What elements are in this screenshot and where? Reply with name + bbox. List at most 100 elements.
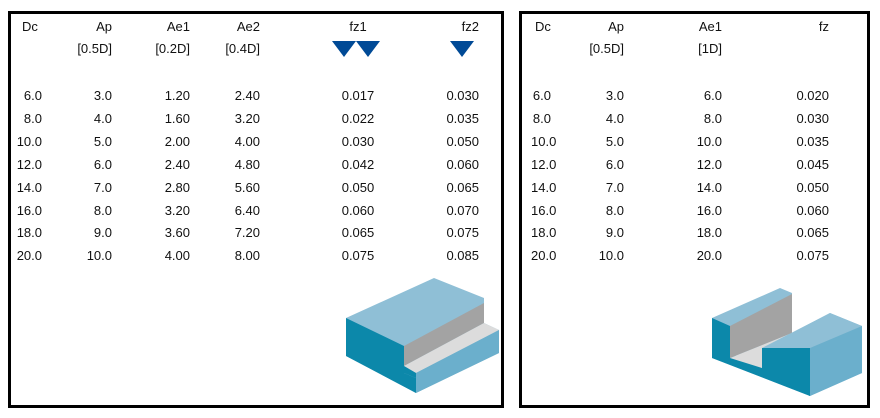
table-cell: 4.80 [234, 156, 260, 172]
table-cell: 20.0 [531, 248, 557, 264]
table-cell: 7.0 [93, 179, 112, 195]
table-cell: 20.0 [696, 248, 722, 264]
column-header: fz [818, 19, 829, 34]
table-cell: 4.0 [605, 110, 624, 126]
table-cell: 12.0 [696, 156, 722, 172]
table-cell: 4.00 [164, 248, 190, 264]
table-cell: 0.020 [796, 88, 829, 103]
table-cell: 3.20 [234, 110, 260, 126]
table-cell: 2.80 [164, 179, 190, 195]
table-cell: 0.035 [796, 133, 829, 149]
table-cell: 12.0 [16, 156, 42, 172]
table-cell: 0.042 [341, 156, 375, 172]
shoulder-milling-illustration [346, 278, 499, 393]
table-cell: 0.075 [796, 248, 829, 264]
table-cell: 14.0 [531, 179, 557, 195]
table-cell: 0.045 [796, 156, 829, 172]
table-cell: 6.0 [605, 156, 624, 172]
table-cell: 0.070 [446, 202, 479, 218]
table-cell: 9.0 [93, 225, 112, 241]
table-cell: 7.0 [605, 179, 624, 195]
table-cell: 6.40 [234, 202, 260, 218]
slot-milling-illustration [712, 288, 862, 396]
table-cell: 6.0 [703, 88, 722, 103]
table-cell: 8.0 [23, 110, 42, 126]
table-cell: 10.0 [696, 133, 722, 149]
table-cell: 0.060 [446, 156, 479, 172]
table-cell: 0.030 [446, 88, 479, 103]
table-cell: 0.050 [341, 179, 375, 195]
table-cell: 14.0 [16, 179, 42, 195]
table-cell: 20.0 [16, 248, 42, 264]
table-cell: 3.60 [164, 225, 190, 241]
table-cell: 10.0 [531, 133, 557, 149]
table-cell: 0.050 [796, 179, 829, 195]
column-subheader: [0.5D] [77, 41, 112, 56]
table-cell: 18.0 [696, 225, 722, 241]
table-cell: 16.0 [531, 202, 557, 218]
table-cell: 2.40 [164, 156, 190, 172]
table-cell: 4.0 [93, 110, 112, 126]
table-cell: 7.20 [234, 225, 260, 241]
table-cell: 6.0 [532, 88, 551, 103]
table-cell: 0.035 [446, 110, 479, 126]
table-cell: 8.0 [532, 110, 551, 126]
column-header: Dc [535, 19, 551, 34]
table-cell: 0.050 [446, 133, 479, 149]
table-cell: 4.00 [234, 133, 260, 149]
table-cell: 6.0 [23, 88, 42, 103]
table-cell: 16.0 [16, 202, 42, 218]
column-subheader: [0.4D] [225, 41, 260, 56]
table-cell: 10.0 [16, 133, 42, 149]
table-cell: 8.0 [703, 110, 722, 126]
table-cell: 3.20 [164, 202, 190, 218]
table-cell: 10.0 [86, 248, 112, 264]
table-cell: 1.60 [164, 110, 190, 126]
table-cell: 3.0 [605, 88, 624, 103]
table-cell: 0.075 [446, 225, 479, 241]
table-cell: 0.030 [796, 110, 829, 126]
column-header: Dc [22, 19, 38, 34]
table-cell: 0.085 [446, 248, 479, 264]
table-cell: 9.0 [605, 225, 624, 241]
table-cell: 10.0 [598, 248, 624, 264]
table-cell: 8.0 [93, 202, 112, 218]
table-cell: 8.00 [234, 248, 260, 264]
table-cell: 0.065 [796, 225, 829, 241]
table-cell: 0.030 [341, 133, 375, 149]
column-header: fz2 [461, 19, 479, 34]
fz1-triangle-icon [332, 41, 356, 57]
column-subheader: [0.5D] [589, 41, 624, 56]
table-cell: 0.060 [796, 202, 829, 218]
table-cell: 0.060 [341, 202, 375, 218]
table-cell: 5.0 [93, 133, 112, 149]
column-header: Ap [96, 19, 112, 34]
table-cell: 2.00 [164, 133, 190, 149]
table-cell: 5.60 [234, 179, 260, 195]
fz1-triangle-icon [356, 41, 380, 57]
column-header: Ae2 [236, 19, 260, 34]
table-cell: 1.20 [164, 88, 190, 103]
table-cell: 0.022 [341, 110, 375, 126]
column-subheader: [1D] [698, 41, 722, 56]
table-cell: 18.0 [16, 225, 42, 241]
table-cell: 0.065 [446, 179, 479, 195]
table-cell: 14.0 [696, 179, 722, 195]
fz2-triangle-icon [450, 41, 474, 57]
table-cell: 8.0 [605, 202, 624, 218]
table-cell: 12.0 [531, 156, 557, 172]
table-cell: 3.0 [93, 88, 112, 103]
table-cell: 0.065 [341, 225, 375, 241]
column-header: fz1 [349, 19, 367, 34]
table-cell: 0.075 [341, 248, 375, 264]
table-cell: 2.40 [234, 88, 260, 103]
table-cell: 18.0 [531, 225, 557, 241]
column-header: Ae1 [166, 19, 190, 34]
table-cell: 6.0 [93, 156, 112, 172]
column-header: Ae1 [698, 19, 722, 34]
table-cell: 16.0 [696, 202, 722, 218]
table-cell: 0.017 [341, 88, 375, 103]
column-header: Ap [608, 19, 624, 34]
table-cell: 5.0 [605, 133, 624, 149]
column-subheader: [0.2D] [155, 41, 190, 56]
